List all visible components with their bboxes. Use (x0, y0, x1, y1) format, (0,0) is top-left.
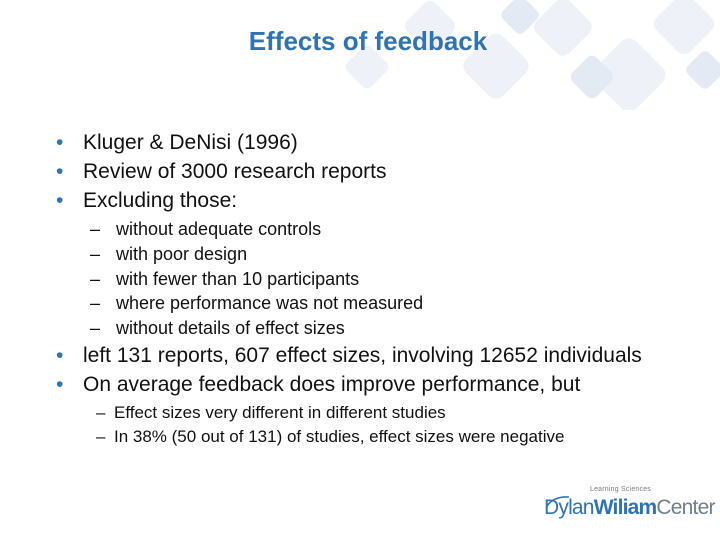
dash-marker: – (96, 426, 106, 446)
sub-item-text: where performance was not measured (116, 293, 424, 314)
sub-item: – with poor design (56, 242, 696, 267)
logo-part-dylan: Dylan (544, 496, 594, 519)
bullet-text: Excluding those: (83, 189, 238, 212)
logo-part-wiliam: Wiliam (593, 496, 657, 519)
bullet-item: • Review of 3000 research reports (56, 159, 696, 184)
bullet-list: • Kluger & DeNisi (1996) • Review of 300… (56, 130, 696, 451)
dash-marker: – (90, 268, 101, 289)
sub-item-text: In 38% (50 out of 131) of studies, effec… (114, 426, 565, 446)
bullet-item: • left 131 reports, 607 effect sizes, in… (56, 343, 696, 368)
bullet-text: On average feedback does improve perform… (83, 372, 581, 396)
sub-list: – Effect sizes very different in differe… (56, 401, 696, 449)
header-decoration (345, 0, 720, 110)
dylan-wiliam-center-logo: Learning Sciences DylanWiliamCenter (544, 486, 715, 526)
dash-marker: – (90, 318, 101, 339)
sub-item: – In 38% (50 out of 131) of studies, eff… (56, 425, 696, 449)
slide-title: Effects of feedback (248, 26, 488, 56)
bullet-marker: • (56, 131, 64, 154)
sub-item-text: Effect sizes very different in different… (114, 402, 446, 422)
bullet-text: Review of 3000 research reports (83, 160, 387, 183)
bullet-marker: • (56, 189, 64, 212)
bullet-item: • Excluding those: (56, 188, 696, 213)
sub-item-text: with poor design (116, 243, 248, 264)
bullet-text: left 131 reports, 607 effect sizes, invo… (83, 343, 642, 367)
dash-marker: – (90, 219, 101, 239)
sub-item: – with fewer than 10 participants (56, 267, 696, 292)
bullet-item: • On average feedback does improve perfo… (56, 372, 696, 397)
sub-item-text: without adequate controls (116, 219, 322, 239)
bullet-item: • Kluger & DeNisi (1996) (56, 130, 696, 155)
bullet-marker: • (56, 372, 64, 396)
logo-part-center: Center (656, 496, 715, 519)
logo-subtitle: Learning Sciences (590, 486, 651, 493)
sub-list: – without adequate controls – with poor … (56, 217, 696, 341)
bullet-marker: • (56, 343, 64, 367)
sub-item: – Effect sizes very different in differe… (56, 401, 696, 425)
bullet-text: Kluger & DeNisi (1996) (83, 131, 298, 154)
bullet-marker: • (56, 160, 64, 183)
sub-item: – where performance was not measured (56, 291, 696, 316)
sub-item: – without details of effect sizes (56, 316, 696, 341)
sub-item-text: without details of effect sizes (116, 318, 345, 339)
logo-swoosh-icon (546, 496, 570, 507)
logo-wordmark: DylanWiliamCenter (544, 496, 715, 520)
dash-marker: – (90, 293, 101, 314)
sub-item-text: with fewer than 10 participants (116, 268, 360, 289)
dash-marker: – (96, 402, 106, 422)
dash-marker: – (90, 243, 101, 264)
sub-item: – without adequate controls (56, 217, 696, 242)
